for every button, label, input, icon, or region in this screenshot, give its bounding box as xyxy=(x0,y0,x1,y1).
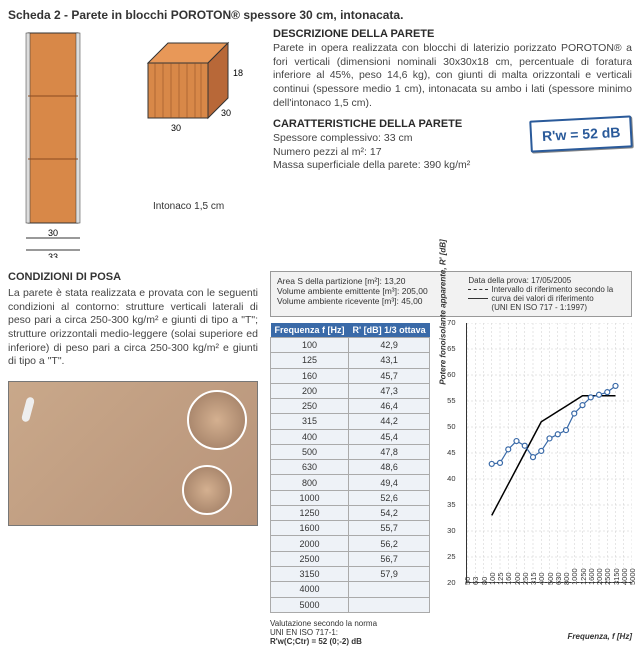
table-row: 100052,6 xyxy=(271,490,430,505)
table-row: 10042,9 xyxy=(271,338,430,353)
intonaco-label: Intonaco 1,5 cm xyxy=(153,201,263,212)
sample-photo xyxy=(8,381,258,526)
page-title: Scheda 2 - Parete in blocchi POROTON® sp… xyxy=(8,8,632,28)
table-row: 63048,6 xyxy=(271,460,430,475)
wall-section-diagram: 30 33 xyxy=(8,28,123,261)
cond-heading: CONDIZIONI DI POSA xyxy=(8,271,258,283)
svg-text:33: 33 xyxy=(48,252,58,258)
block-3d-diagram: 30 30 18 Intonaco 1,5 cm xyxy=(133,28,263,261)
table-row: 16045,7 xyxy=(271,368,430,383)
cond-text: La parete è stata realizzata e provata c… xyxy=(8,287,258,369)
desc-heading: DESCRIZIONE DELLA PARETE xyxy=(273,28,632,40)
table-row: 4000 xyxy=(271,582,430,597)
table-row: 315057,9 xyxy=(271,566,430,581)
char-l1: Spessore complessivo: 33 cm xyxy=(273,132,520,146)
table-row: 25046,4 xyxy=(271,399,430,414)
table-row: 20047,3 xyxy=(271,383,430,398)
table-row: 5000 xyxy=(271,597,430,612)
desc-text: Parete in opera realizzata con blocchi d… xyxy=(273,42,632,110)
table-row: 125054,2 xyxy=(271,505,430,520)
char-l2: Numero pezzi al m²: 17 xyxy=(273,146,520,160)
chart-xlabel: Frequenza, f [Hz] xyxy=(568,632,632,641)
svg-text:30: 30 xyxy=(221,108,231,118)
rw-badge: R'w = 52 dB xyxy=(529,116,633,153)
table-row: 31544,2 xyxy=(271,414,430,429)
acoustic-chart: Potere fonoisolante apparente, R' [dB] 2… xyxy=(466,323,632,583)
svg-text:30: 30 xyxy=(48,228,58,238)
table-row: 200056,2 xyxy=(271,536,430,551)
svg-text:30: 30 xyxy=(171,123,181,133)
frequency-table: Frequenza f [Hz]R' [dB] 1/3 ottava 10042… xyxy=(270,323,430,613)
table-row: 160055,7 xyxy=(271,521,430,536)
svg-text:18: 18 xyxy=(233,68,243,78)
table-row: 40045,4 xyxy=(271,429,430,444)
table-row: 12543,1 xyxy=(271,353,430,368)
char-l3: Massa superficiale della parete: 390 kg/… xyxy=(273,159,520,173)
table-row: 250056,7 xyxy=(271,551,430,566)
table-row: 80049,4 xyxy=(271,475,430,490)
table-row: 50047,8 xyxy=(271,444,430,459)
chart-ylabel: Potere fonoisolante apparente, R' [dB] xyxy=(439,239,448,384)
meta-box: Area S della partizione [m²]: 13,20 Volu… xyxy=(270,271,632,317)
char-heading: CARATTERISTICHE DELLA PARETE xyxy=(273,118,520,130)
